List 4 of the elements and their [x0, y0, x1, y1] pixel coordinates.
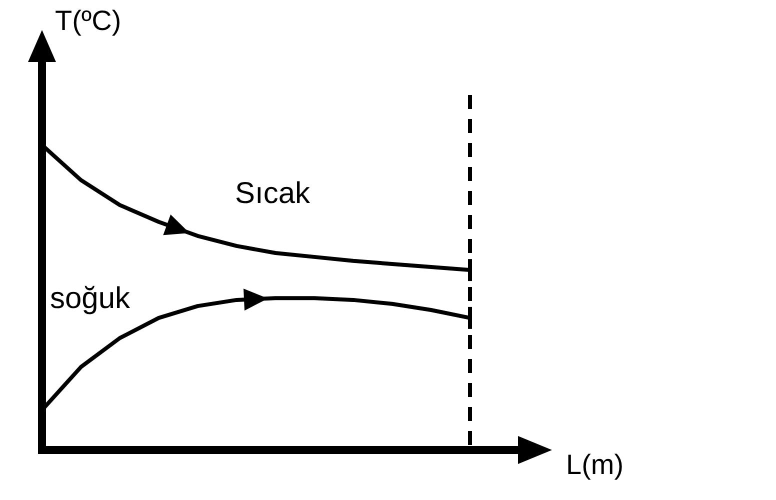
y-axis-title: T(ºC): [55, 5, 122, 36]
series-label: soğuk: [50, 282, 132, 315]
series-label: Sıcak: [235, 177, 312, 210]
x-axis-title: L(m): [566, 449, 624, 480]
